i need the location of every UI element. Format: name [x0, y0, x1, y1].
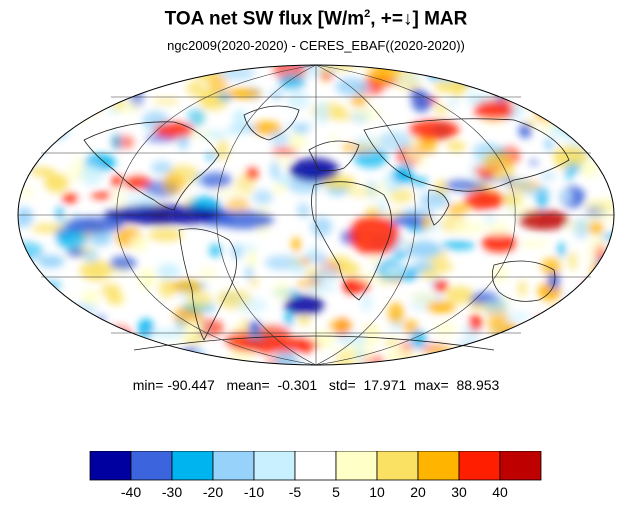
colorbar-tick-label: -30: [162, 484, 182, 499]
colorbar-swatch-9: [458, 451, 501, 481]
graticule: [18, 64, 614, 366]
mollweide-map: [17, 64, 615, 366]
summary-statistics: min= -90.447 mean= -0.301 std= 17.971 ma…: [0, 377, 632, 393]
stat-mean-value: -0.301: [277, 377, 318, 393]
colorbar-tick-label: -20: [203, 484, 223, 499]
stat-min-value: -90.447: [167, 377, 215, 393]
stat-std-value: 17.971: [363, 377, 407, 393]
map-subtitle: ngc2009(2020-2020) - CERES_EBAF((2020-20…: [167, 38, 465, 53]
colorbar-swatch-8: [417, 451, 460, 481]
colorbar-tick-label: -5: [289, 484, 302, 499]
stat-mean-label: mean=: [226, 377, 270, 393]
colorbar-swatch-10: [499, 451, 542, 481]
map-title: TOA net SW flux [W/m2, +=↓] MAR: [164, 8, 468, 30]
map-border: [17, 64, 615, 366]
colorbar-swatch-3: [212, 451, 255, 481]
colorbar-tick-label: 20: [410, 484, 426, 499]
stat-std-label: std=: [328, 377, 356, 393]
colorbar-swatch-4: [253, 451, 296, 481]
colorbar-swatch-5: [294, 451, 337, 481]
colorbar-swatch-2: [171, 451, 214, 481]
colorbar-swatch-1: [130, 451, 173, 481]
colorbar-swatch-7: [376, 451, 419, 481]
colorbar-tick-label: -40: [121, 484, 141, 499]
colorbar-tick-label: 10: [369, 484, 385, 499]
coastlines: [83, 105, 570, 351]
colorbar-swatch-6: [335, 451, 378, 481]
stat-max-label: max=: [414, 377, 449, 393]
colorbar-tick-label: 30: [451, 484, 467, 499]
colorbar-tick-label: 5: [332, 484, 340, 499]
colorbar-tick-label: -10: [244, 484, 264, 499]
colorbar-tick-label: 40: [492, 484, 508, 499]
colorbar-swatch-0: [89, 451, 132, 481]
colorbar: -40 -30 -20 -10 -5 5 10 20 30 40: [89, 451, 542, 499]
stat-min-label: min=: [132, 377, 164, 393]
stat-max-value: 88.953: [456, 377, 500, 393]
